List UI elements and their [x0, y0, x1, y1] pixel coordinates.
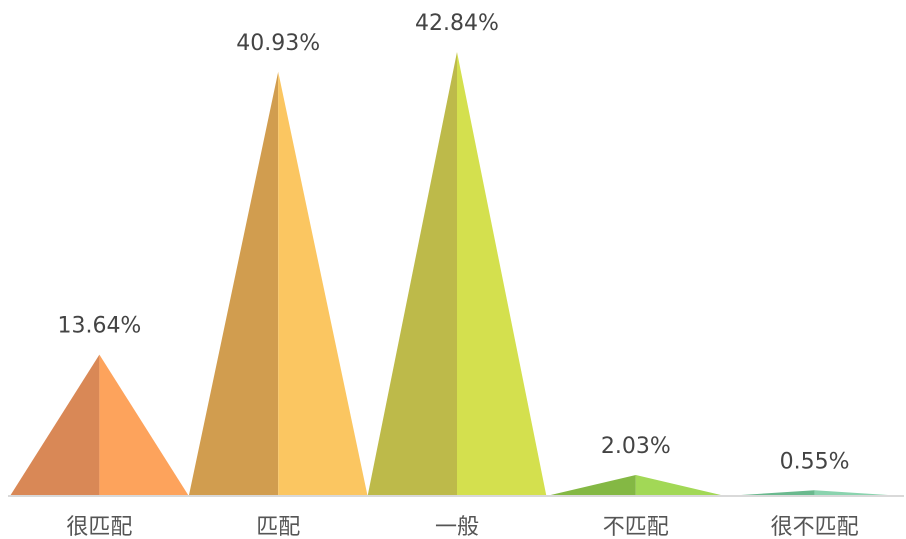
value-label: 2.03%: [601, 434, 671, 459]
category-label: 很匹配: [66, 515, 132, 539]
value-label: 0.55%: [780, 449, 850, 474]
peak-right-face: [814, 490, 904, 496]
value-labels-group: 13.64% 40.93% 42.84% 2.03% 0.55%: [57, 11, 849, 474]
category-label: 匹配: [256, 515, 300, 539]
category-label: 很不匹配: [771, 515, 859, 539]
category-labels-group: 很匹配 匹配 一般 不匹配 很不匹配: [66, 515, 858, 539]
peak-right-face: [457, 52, 547, 496]
peak-right-face: [99, 354, 189, 496]
value-label: 40.93%: [236, 31, 320, 56]
peak-right-face: [635, 474, 726, 496]
peak-left-face: [546, 474, 636, 496]
value-label: 13.64%: [57, 314, 141, 339]
peak-left-face: [10, 354, 100, 496]
peak-left-face: [188, 71, 279, 496]
peak-right-face: [278, 71, 368, 496]
peak-left-face: [367, 52, 457, 496]
peaks-group: [10, 52, 904, 496]
category-label: 不匹配: [603, 515, 669, 539]
peak-left-face: [725, 490, 815, 496]
category-label: 一般: [435, 515, 479, 539]
value-label: 42.84%: [415, 11, 499, 36]
